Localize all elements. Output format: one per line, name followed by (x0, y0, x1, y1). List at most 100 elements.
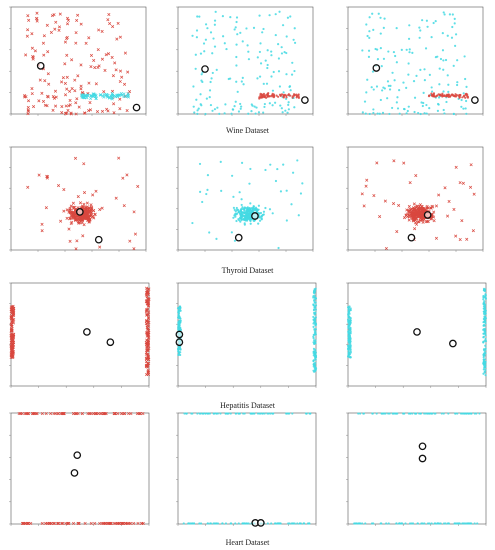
data-point-stroke (71, 215, 75, 219)
data-point (118, 521, 122, 525)
data-point (418, 26, 421, 29)
data-point-stroke (454, 234, 458, 238)
data-point (462, 94, 466, 97)
data-point (52, 521, 56, 525)
cluster-center (413, 328, 421, 336)
data-point (123, 412, 127, 416)
data-point (147, 361, 151, 365)
data-point (396, 107, 400, 110)
data-point (97, 28, 101, 32)
thyroid-plot-2 (176, 146, 314, 252)
data-point (259, 42, 262, 45)
data-point (54, 20, 58, 24)
data-point-stroke (418, 203, 422, 207)
data-point (199, 190, 202, 193)
data-point-stroke (431, 205, 435, 209)
data-point-stroke (57, 28, 61, 32)
data-point (216, 106, 219, 109)
data-point (206, 174, 210, 177)
data-point (147, 331, 151, 335)
data-point-stroke (32, 105, 36, 109)
data-point-stroke (62, 209, 66, 213)
data-point-stroke (91, 412, 95, 416)
data-point (347, 308, 350, 311)
data-point (283, 51, 286, 54)
data-point (384, 246, 388, 251)
data-point (215, 68, 218, 71)
data-point (347, 313, 350, 316)
data-point (206, 188, 209, 191)
data-point (24, 412, 28, 416)
data-point-stroke (412, 208, 416, 212)
data-point-stroke (118, 521, 122, 525)
data-point (54, 95, 58, 99)
data-point-stroke (45, 104, 49, 108)
data-point (76, 521, 80, 525)
data-point (262, 210, 266, 213)
data-point-stroke (67, 227, 71, 231)
data-point-stroke (12, 312, 16, 316)
data-point (30, 87, 34, 91)
hepatitis-plot-2 (175, 282, 318, 388)
data-point-stroke (64, 111, 68, 115)
data-point (251, 104, 254, 107)
data-point (313, 311, 316, 314)
data-point (407, 105, 410, 108)
data-point (482, 341, 485, 344)
wine-panel-1 (4, 4, 148, 120)
data-point-stroke (414, 205, 418, 209)
data-point (34, 412, 38, 416)
data-point (132, 521, 136, 525)
data-point (423, 79, 426, 82)
data-point (277, 70, 281, 73)
data-point-stroke (88, 210, 92, 214)
data-point (191, 34, 194, 37)
data-point (293, 69, 296, 73)
data-point (388, 112, 391, 116)
data-point (407, 218, 411, 222)
data-point (420, 215, 424, 219)
data-point-stroke (125, 173, 129, 177)
data-point (211, 71, 214, 75)
data-point-stroke (12, 332, 16, 336)
data-point (249, 219, 252, 222)
data-point (280, 52, 284, 55)
data-point-stroke (74, 31, 78, 35)
data-point-stroke (9, 332, 13, 336)
data-point (146, 372, 151, 376)
data-point (42, 53, 46, 57)
data-point (125, 173, 129, 177)
data-point (70, 220, 74, 224)
data-point (61, 412, 65, 416)
data-point (249, 222, 252, 225)
data-point (484, 337, 487, 341)
data-point-stroke (416, 214, 420, 218)
data-point-stroke (116, 94, 120, 98)
data-point (482, 324, 485, 327)
data-point-stroke (25, 412, 30, 416)
data-point (245, 27, 248, 30)
data-point (428, 73, 431, 77)
data-point (349, 344, 352, 347)
data-point-stroke (378, 214, 382, 219)
data-point (32, 105, 36, 109)
data-point-stroke (144, 341, 148, 345)
data-point (271, 95, 274, 98)
data-point (113, 61, 117, 65)
data-point (192, 105, 195, 108)
data-point (484, 368, 487, 371)
data-point (30, 92, 34, 96)
data-point-stroke (60, 80, 64, 84)
data-point (102, 95, 106, 99)
data-point-stroke (107, 96, 111, 100)
data-point (410, 215, 414, 219)
data-point (295, 94, 299, 97)
data-point (381, 111, 385, 114)
data-point-stroke (9, 348, 13, 352)
data-point (196, 109, 199, 112)
data-point-stroke (73, 217, 77, 222)
data-point (212, 37, 215, 40)
data-point (277, 57, 281, 60)
data-point (195, 98, 198, 101)
data-point (62, 188, 66, 192)
